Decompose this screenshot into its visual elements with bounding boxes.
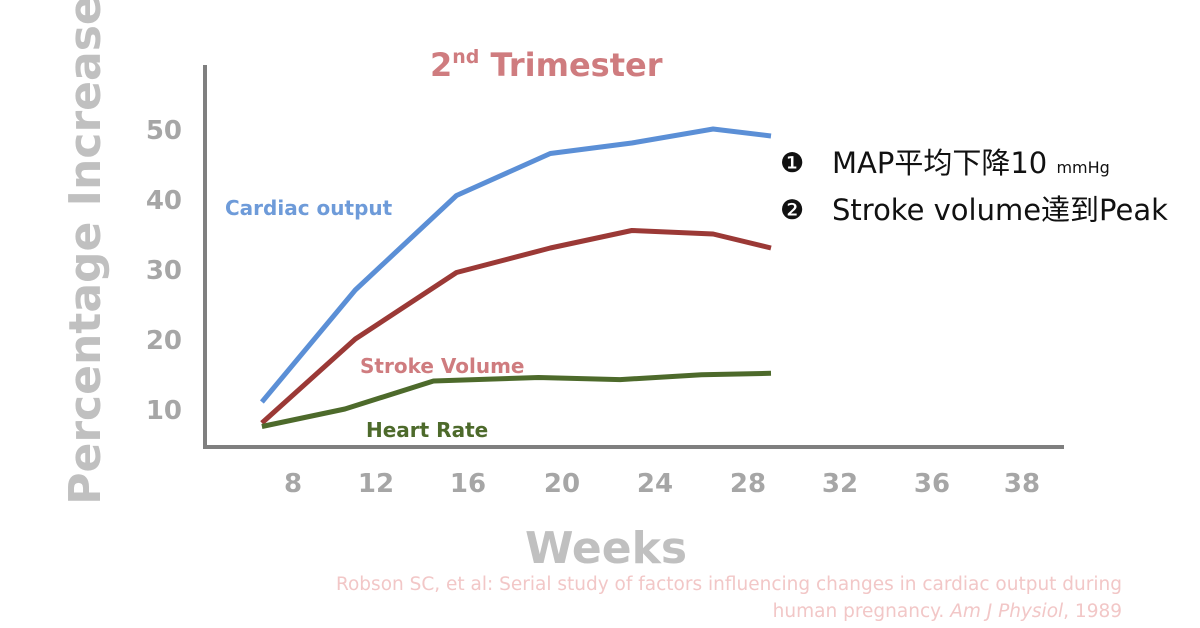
chart-title: 2nd Trimester bbox=[430, 46, 663, 84]
series-line-1 bbox=[260, 228, 772, 425]
y-tick-label: 40 bbox=[146, 186, 182, 216]
x-tick-label: 24 bbox=[637, 469, 673, 499]
series-label-2: Heart Rate bbox=[366, 418, 488, 442]
note-1: ❶ MAP平均下降10 mmHg bbox=[780, 142, 1190, 189]
y-tick-label: 50 bbox=[146, 116, 182, 146]
x-tick-label: 16 bbox=[450, 469, 486, 499]
x-tick-label: 12 bbox=[358, 469, 394, 499]
x-tick-label: 8 bbox=[284, 469, 302, 499]
citation-line-1: Robson SC, et al: Serial study of factor… bbox=[335, 574, 1122, 595]
series-lines bbox=[259, 126, 772, 429]
x-tick-label: 20 bbox=[544, 469, 580, 499]
annotation-notes: ❶ MAP平均下降10 mmHg ❷ Stroke volume達到Peak bbox=[780, 142, 1190, 232]
citation-line-2: human pregnancy. Am J Physiol, 1989 bbox=[772, 601, 1122, 622]
number-2-icon: ❷ bbox=[780, 195, 805, 226]
y-tick-label: 20 bbox=[146, 326, 182, 356]
y-tick-label: 30 bbox=[146, 256, 182, 286]
x-ticks: 8 12 16 20 24 28 32 36 38 bbox=[284, 469, 1040, 499]
x-tick-label: 36 bbox=[914, 469, 950, 499]
x-tick-label: 28 bbox=[730, 469, 766, 499]
x-tick-label: 32 bbox=[822, 469, 858, 499]
note-2-text: Stroke volume達到Peak bbox=[832, 193, 1168, 227]
series-line-0 bbox=[259, 126, 772, 404]
citation: Robson SC, et al: Serial study of factor… bbox=[336, 571, 1122, 625]
y-axis-title: Percentage Increase bbox=[60, 0, 111, 505]
x-axis-title: Weeks bbox=[525, 523, 687, 574]
series-line-2 bbox=[261, 370, 772, 429]
y-ticks: 10 20 30 40 50 bbox=[146, 116, 182, 426]
series-label-1: Stroke Volume bbox=[360, 354, 524, 378]
series-labels: Cardiac output Stroke Volume Heart Rate bbox=[225, 196, 524, 442]
note-1-unit: mmHg bbox=[1056, 158, 1110, 177]
note-1-text: MAP平均下降10 bbox=[832, 146, 1057, 180]
note-2: ❷ Stroke volume達到Peak bbox=[780, 189, 1190, 232]
x-tick-label: 38 bbox=[1004, 469, 1040, 499]
number-1-icon: ❶ bbox=[780, 148, 805, 179]
series-label-0: Cardiac output bbox=[225, 196, 393, 220]
y-tick-label: 10 bbox=[146, 396, 182, 426]
